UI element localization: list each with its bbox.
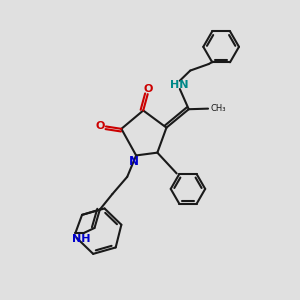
Text: N: N — [129, 155, 139, 168]
Text: NH: NH — [72, 234, 91, 244]
Text: O: O — [96, 121, 105, 131]
Text: HN: HN — [170, 80, 188, 90]
Text: O: O — [143, 84, 152, 94]
Text: CH₃: CH₃ — [210, 104, 226, 113]
